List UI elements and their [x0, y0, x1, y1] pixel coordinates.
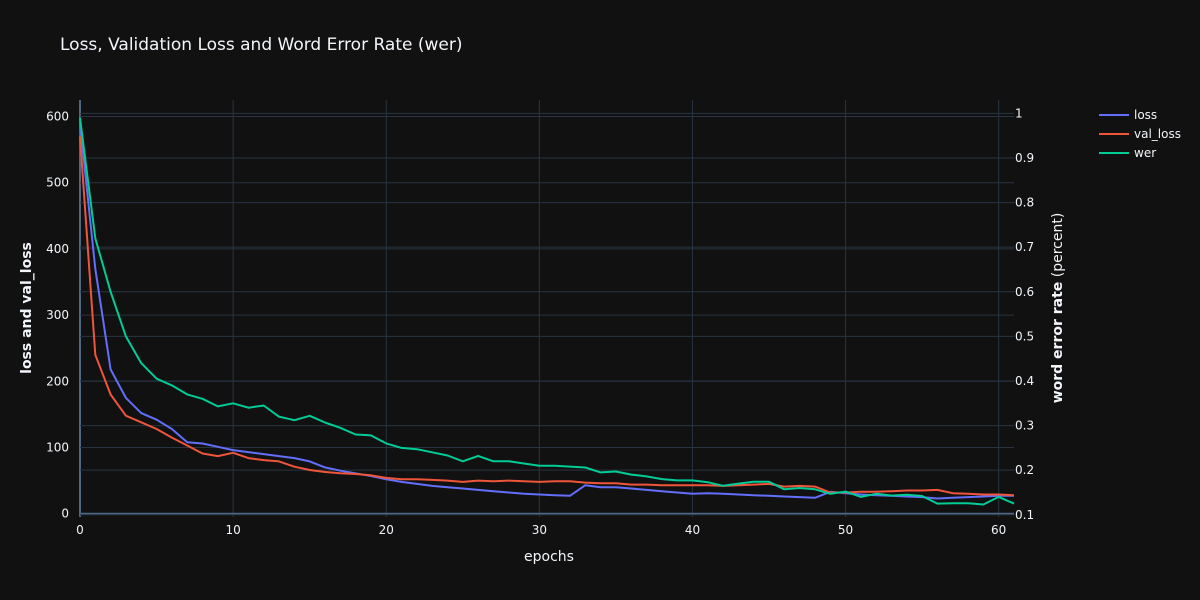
y2-tick-label: 0.3	[1015, 419, 1034, 433]
y2-tick-label: 0.6	[1015, 285, 1034, 299]
y2-axis-title-main: word error rate	[1050, 282, 1066, 404]
legend-label-wer: wer	[1134, 146, 1156, 160]
series-layer	[79, 117, 1015, 506]
series-line-loss	[79, 123, 1014, 500]
y-tick-label: 200	[46, 374, 69, 388]
x-tick-label: 40	[685, 523, 700, 537]
y2-tick-label: 0.4	[1015, 374, 1034, 388]
legend-label-loss: loss	[1134, 108, 1157, 122]
x-tick-label: 0	[76, 523, 84, 537]
y-tick-label: 400	[46, 242, 69, 256]
y2-tick-label: 0.5	[1015, 329, 1034, 343]
y2-tick-label: 0.8	[1015, 196, 1034, 210]
y-tick-label: 500	[46, 176, 69, 190]
x-tick-label: 30	[532, 523, 547, 537]
y-tick-label: 100	[46, 441, 69, 455]
y2-axis-title-unit: (percent)	[1050, 213, 1066, 282]
y2-tick-label: 0.9	[1015, 151, 1034, 165]
x-axis-title: epochs	[524, 549, 574, 565]
chart-title: Loss, Validation Loss and Word Error Rat…	[60, 35, 462, 55]
y-tick-label: 0	[61, 507, 69, 521]
y2-tick-label: 0.2	[1015, 463, 1034, 477]
y-axis-title: loss and val_loss	[19, 242, 35, 374]
x-tick-label: 50	[838, 523, 853, 537]
y-tick-label: 600	[46, 110, 69, 124]
series-line-wer	[79, 117, 1015, 506]
y2-tick-label: 0.1	[1015, 508, 1034, 522]
tick-labels: 0 10 20 30 40 50 6001002003004005006000.10.20.…	[46, 106, 1034, 537]
y2-tick-label: 1	[1015, 106, 1023, 120]
x-tick-label: 60	[991, 523, 1006, 537]
y2-tick-label: 0.7	[1015, 240, 1034, 254]
legend-label-val_loss: val_loss	[1134, 127, 1181, 141]
x-tick-label: 10	[225, 523, 240, 537]
series-line-val_loss	[79, 136, 1015, 497]
grid-lines	[79, 100, 1014, 517]
x-tick-label: 20	[379, 523, 394, 537]
y-tick-label: 300	[46, 308, 69, 322]
y2-axis-title: word error rate (percent)	[1050, 213, 1066, 404]
